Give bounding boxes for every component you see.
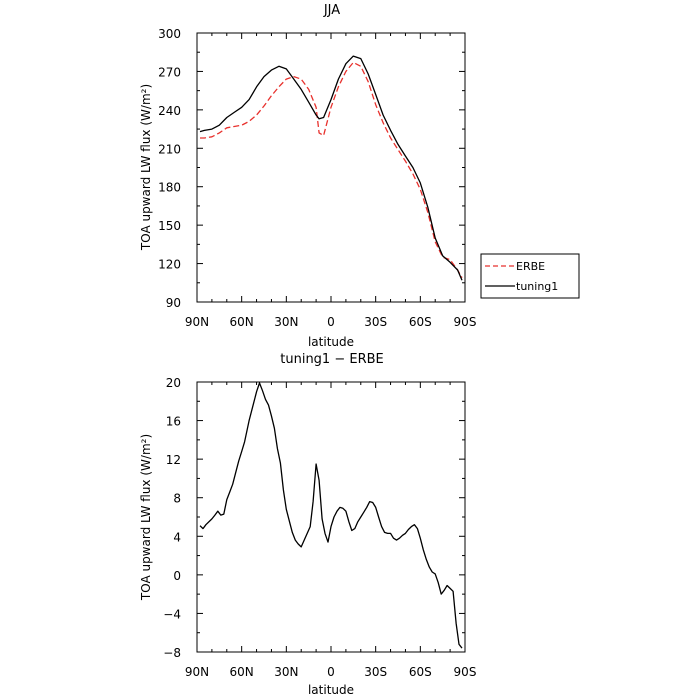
chart-bottom-xlabel: latitude [308, 683, 354, 697]
chart-bottom-x-tick-label: 90N [185, 665, 209, 679]
chart-top-y-tick-label: 240 [158, 104, 181, 118]
chart-top-plot-frame [196, 32, 466, 303]
chart-top-lines [199, 55, 463, 281]
chart-bottom-x-tick-label: 0 [327, 665, 335, 679]
chart-top-x-tick-label: 30S [364, 315, 387, 329]
chart-top-y-tick-label: 270 [158, 65, 181, 79]
chart-bottom-y-tick-label: 0 [173, 569, 181, 583]
chart-bottom-x-tick-label: 60S [409, 665, 432, 679]
chart-bottom-x-tick-label: 30N [274, 665, 298, 679]
legend-label-tuning1: tuning1 [516, 280, 558, 293]
chart-bottom-y-tick-label: 16 [166, 415, 181, 429]
chart-bottom-x-tick-label: 30S [364, 665, 387, 679]
chart-bottom-x-tick-label: 90S [454, 665, 477, 679]
chart-bottom-y-tick-label: −8 [163, 646, 181, 660]
chart-bottom-plot-frame [196, 381, 466, 653]
chart-top-title: JJA [323, 3, 340, 18]
chart-top-y-tick-label: 300 [158, 27, 181, 41]
chart-bottom-y-tick-label: 12 [166, 453, 181, 467]
chart-bottom-title: tuning1 − ERBE [280, 352, 384, 367]
chart-bottom-y-tick-label: 20 [166, 376, 181, 390]
chart-bottom-x-tick-label: 60N [230, 665, 254, 679]
chart-bottom: tuning1 − ERBE 90N 60N 30N 0 30S 60S 90S −8 −4 0 4… [139, 352, 476, 697]
chart-top-y-tick-label: 150 [158, 219, 181, 233]
chart-top-series-erbe-line [200, 61, 463, 279]
chart-top: JJA 90N 60N 30N 0 30S 60S 90S 90 120 150 180 210 240… [139, 3, 580, 349]
chart-top-legend: ERBE tuning1 [480, 253, 580, 299]
chart-bottom-y-tick-label: 8 [173, 492, 181, 506]
chart-top-x-tick-label: 60S [409, 315, 432, 329]
chart-top-series-tuning1-line [199, 55, 463, 281]
chart-bottom-series-difference-line [199, 382, 463, 649]
chart-top-x-tick-label: 90S [454, 315, 477, 329]
chart-top-x-tick-label: 60N [230, 315, 254, 329]
chart-top-xlabel: latitude [308, 335, 354, 349]
chart-top-y-tick-label: 180 [158, 181, 181, 195]
chart-top-ylabel: TOA upward LW flux (W/m²) [139, 84, 153, 251]
chart-top-y-tick-label: 90 [166, 296, 181, 310]
legend-label-erbe: ERBE [516, 260, 545, 273]
chart-top-x-tick-label: 30N [274, 315, 298, 329]
chart-bottom-y-tick-label: 4 [173, 530, 181, 544]
chart-bottom-y-tick-label: −4 [163, 607, 181, 621]
chart-bottom-ylabel: TOA upward LW flux (W/m²) [139, 434, 153, 601]
legend-box [480, 253, 580, 299]
chart-bottom-ticks: 90N 60N 30N 0 30S 60S 90S −8 −4 0 4 8 12 16 20 [163, 376, 476, 679]
chart-top-x-tick-label: 0 [327, 315, 335, 329]
chart-top-ticks: 90N 60N 30N 0 30S 60S 90S 90 120 150 180 210 240 270 3… [158, 27, 476, 329]
chart-bottom-lines [199, 382, 463, 649]
chart-top-y-tick-label: 210 [158, 142, 181, 156]
chart-top-x-tick-label: 90N [185, 315, 209, 329]
chart-top-y-tick-label: 120 [158, 258, 181, 272]
